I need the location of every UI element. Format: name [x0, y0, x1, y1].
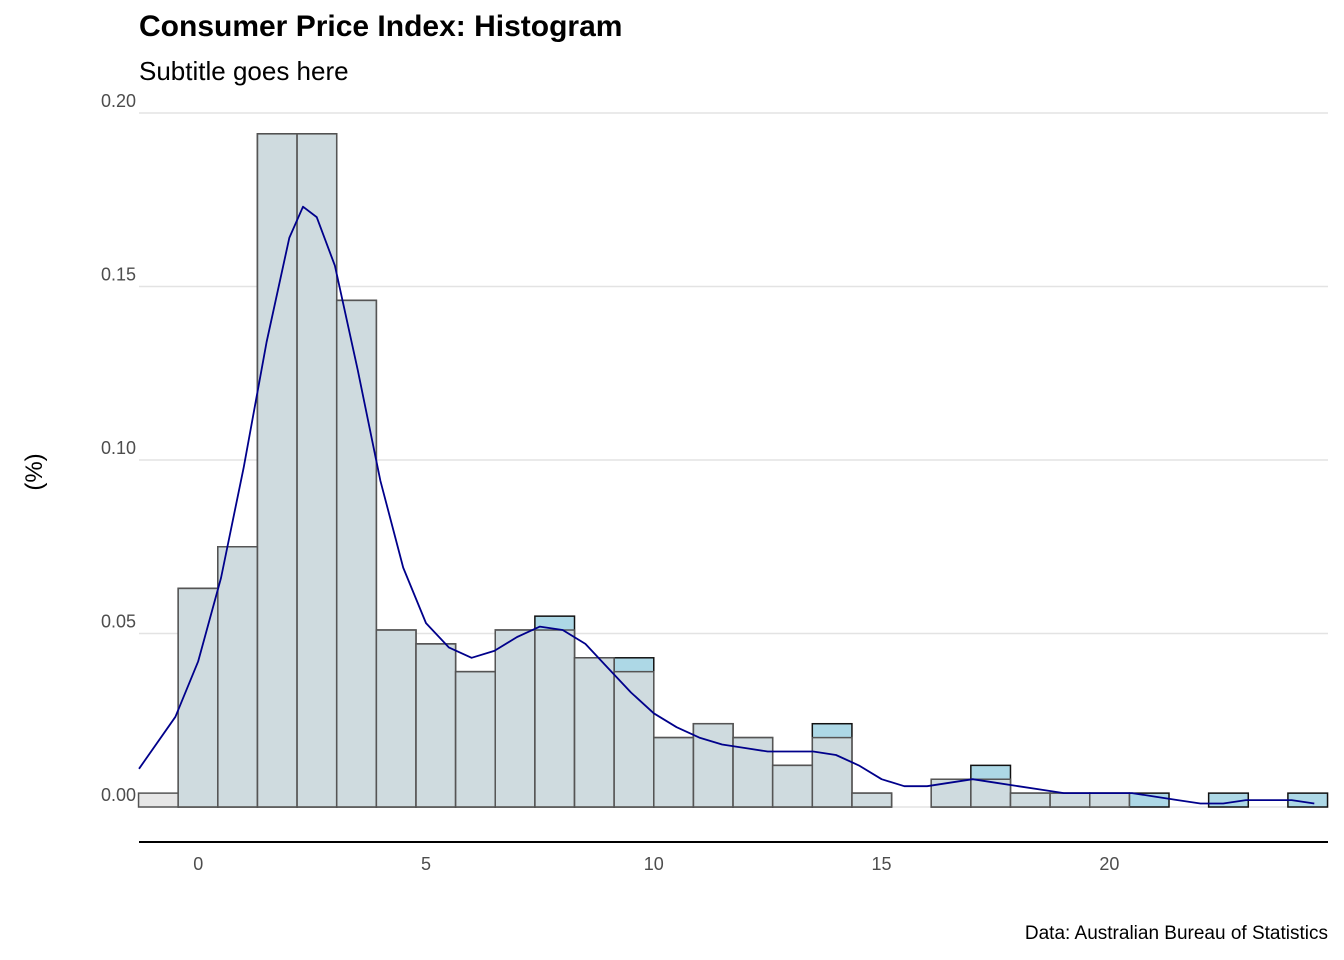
- histogram-bar: [534, 629, 576, 808]
- histogram-bar: [137, 792, 179, 808]
- histogram-bar: [256, 133, 298, 808]
- histogram-bar: [1009, 792, 1051, 808]
- y-tick-label: 0.15: [101, 265, 136, 285]
- histogram-bar: [296, 133, 338, 808]
- density-curve-group: [138, 205, 1315, 805]
- histogram-bar: [732, 736, 774, 808]
- density-curve: [138, 205, 1315, 805]
- histogram-bar: [415, 643, 457, 808]
- x-tick-label: 5: [421, 854, 431, 874]
- histogram-bar: [1088, 792, 1131, 808]
- y-tick-label: 0.00: [101, 785, 136, 805]
- chart-subtitle: Subtitle goes here: [139, 56, 349, 86]
- x-axis: 0 5 10 15 20: [139, 841, 1328, 874]
- histogram-bar: [1049, 792, 1091, 808]
- y-tick-label: 0.10: [101, 438, 136, 458]
- x-tick-label: 15: [872, 854, 892, 874]
- histogram-series-2: [137, 133, 1131, 808]
- histogram-bar: [454, 670, 496, 808]
- histogram-bar: [217, 546, 259, 808]
- chart-title: Consumer Price Index: Histogram: [139, 10, 623, 43]
- histogram-bar: [692, 722, 734, 808]
- histogram-bar: [573, 657, 615, 808]
- histogram-bar: [375, 629, 417, 808]
- chart-caption: Data: Australian Bureau of Statistics: [1024, 923, 1328, 944]
- y-tick-label: 0.20: [101, 91, 136, 111]
- histogram-bar: [811, 736, 853, 808]
- y-tick-label: 0.05: [101, 612, 136, 632]
- histogram-bar: [851, 792, 893, 808]
- histogram-bar: [613, 670, 655, 808]
- histogram-bar: [494, 629, 536, 808]
- y-tick-labels: 0.00 0.05 0.10 0.15 0.20: [101, 91, 136, 805]
- histogram-bar: [771, 764, 814, 808]
- histogram-bar: [653, 736, 695, 808]
- x-tick-label: 20: [1099, 854, 1119, 874]
- x-tick-label: 0: [193, 854, 203, 874]
- histogram-bar: [335, 299, 378, 808]
- x-tick-label: 10: [644, 854, 664, 874]
